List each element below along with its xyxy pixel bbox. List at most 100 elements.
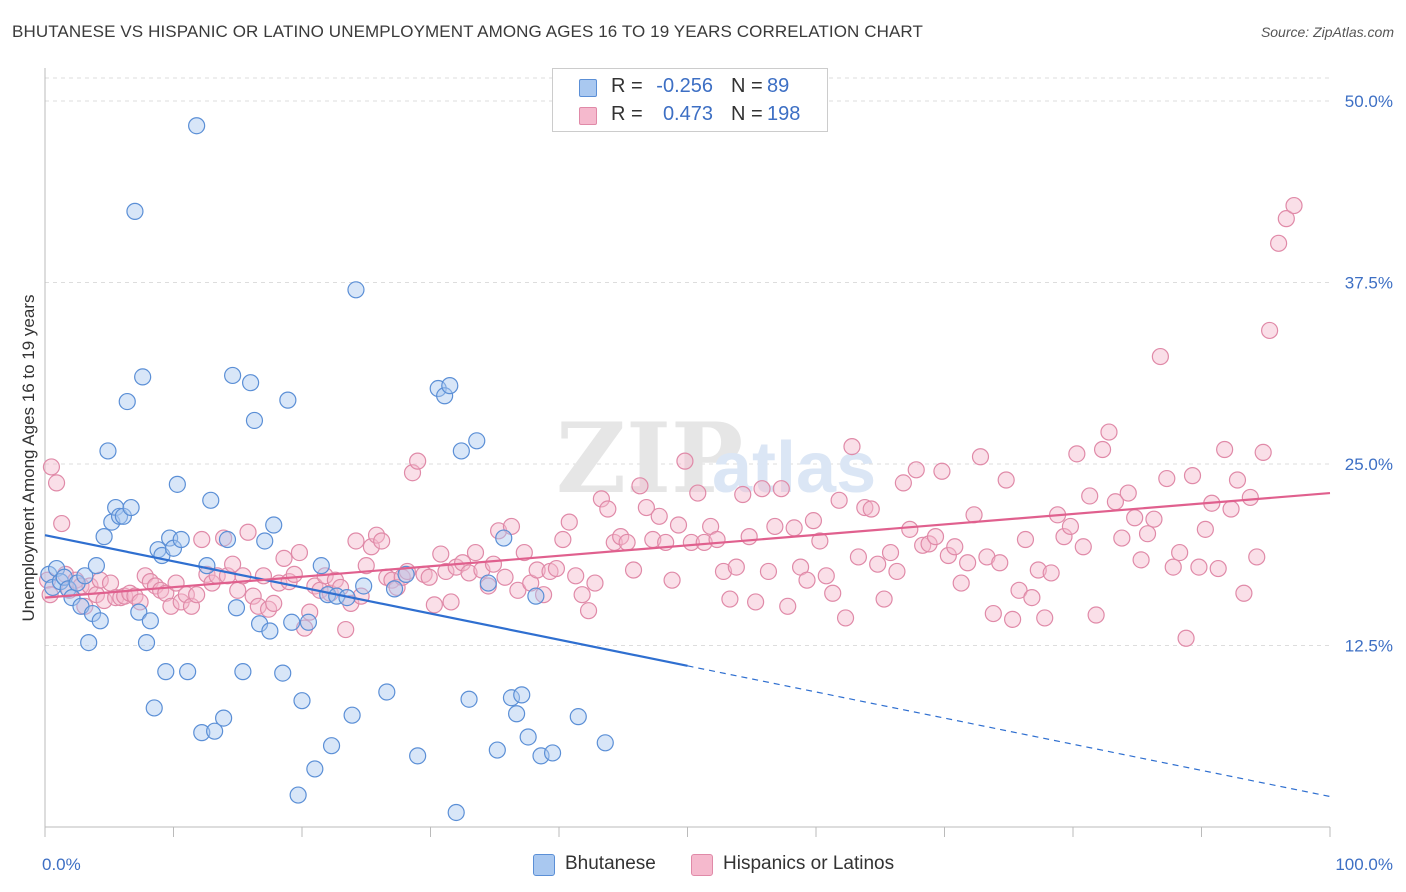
point-bhutanese	[569, 708, 587, 726]
point-bhutanese	[265, 516, 283, 534]
point-hispanics	[466, 543, 485, 562]
point-hispanics	[753, 480, 771, 498]
point-hispanics	[1029, 561, 1047, 579]
point-hispanics	[669, 516, 688, 534]
x-tick-label: 100.0%	[1335, 855, 1393, 874]
point-hispanics	[573, 586, 591, 604]
point-hispanics	[965, 506, 983, 524]
point-bhutanese	[283, 613, 301, 631]
point-bhutanese	[312, 557, 330, 575]
point-hispanics	[244, 587, 262, 605]
point-hispanics	[193, 530, 211, 549]
stats-n-label: N =	[731, 103, 763, 125]
point-bhutanese	[306, 760, 324, 778]
point-bhutanese	[80, 634, 98, 652]
point-hispanics	[152, 581, 170, 599]
point-bhutanese	[110, 507, 129, 525]
point-hispanics	[547, 559, 566, 578]
point-hispanics	[959, 554, 977, 572]
point-bhutanese	[519, 728, 537, 746]
point-hispanics	[933, 462, 951, 480]
point-hispanics	[631, 477, 649, 495]
point-hispanics	[1016, 530, 1035, 549]
point-hispanics	[586, 574, 604, 592]
point-hispanics	[1055, 528, 1073, 546]
y-tick-label: 25.0%	[1345, 455, 1393, 474]
point-hispanics	[676, 452, 694, 470]
point-hispanics	[496, 568, 514, 586]
point-bhutanese	[502, 689, 521, 707]
point-hispanics	[759, 562, 778, 581]
point-hispanics	[188, 586, 206, 604]
point-hispanics	[1248, 548, 1266, 566]
point-bhutanese	[234, 663, 252, 681]
point-hispanics	[824, 584, 842, 602]
trend-lines	[44, 491, 1331, 798]
point-hispanics	[290, 543, 309, 562]
point-hispanics	[1171, 543, 1189, 562]
point-hispanics	[1126, 509, 1144, 527]
point-hispanics	[275, 549, 293, 567]
y-axis-label: Unemployment Among Ages 16 to 19 years	[19, 295, 38, 622]
point-bhutanese	[95, 528, 113, 546]
point-bhutanese	[193, 724, 211, 742]
point-bhutanese	[87, 557, 106, 575]
point-hispanics	[1269, 234, 1288, 252]
point-bhutanese	[347, 281, 365, 299]
point-hispanics	[460, 564, 478, 582]
point-hispanics	[599, 500, 617, 518]
point-hispanics	[612, 528, 630, 546]
point-hispanics	[650, 507, 668, 525]
point-hispanics	[101, 574, 120, 592]
point-hispanics	[528, 561, 546, 579]
point-hispanics	[1023, 588, 1041, 607]
y-tick-label: 12.5%	[1345, 637, 1393, 656]
point-hispanics	[811, 532, 829, 550]
trend-line-hispanics	[44, 491, 1331, 599]
point-hispanics	[830, 491, 848, 509]
point-hispanics	[1119, 484, 1137, 502]
point-hispanics	[1004, 610, 1022, 628]
point-hispanics	[579, 602, 598, 620]
point-hispanics	[747, 593, 765, 611]
stats-swatch-hispanics	[579, 107, 597, 125]
point-hispanics	[779, 597, 797, 615]
point-hispanics	[425, 596, 443, 614]
point-bhutanese	[145, 699, 163, 717]
series-legend: Bhutanese Hispanics or Latinos	[0, 852, 1406, 878]
point-hispanics	[1209, 559, 1227, 578]
point-bhutanese	[172, 530, 190, 549]
point-hispanics	[1164, 558, 1182, 576]
point-hispanics	[1285, 196, 1303, 215]
point-hispanics	[1081, 487, 1099, 505]
legend-label-bhutanese: Bhutanese	[565, 853, 656, 874]
point-hispanics	[817, 567, 835, 585]
point-hispanics	[618, 533, 636, 552]
point-bhutanese	[118, 392, 136, 411]
point-bhutanese	[488, 741, 506, 759]
point-hispanics	[554, 530, 572, 549]
watermark-zip: ZIP	[556, 402, 743, 515]
point-bhutanese	[59, 580, 77, 598]
point-hispanics	[337, 620, 355, 639]
point-hispanics	[1151, 347, 1169, 366]
point-hispanics	[836, 609, 855, 627]
watermark-atlas: atlas	[712, 428, 876, 508]
stats-n-label: N =	[731, 75, 763, 97]
point-hispanics	[984, 604, 1002, 623]
point-hispanics	[1068, 445, 1086, 463]
x-tick-label: 0.0%	[42, 855, 81, 874]
point-hispanics	[1222, 500, 1240, 518]
point-hispanics	[894, 474, 912, 492]
point-bhutanese	[126, 202, 144, 220]
point-bhutanese	[447, 803, 465, 822]
point-hispanics	[875, 590, 893, 608]
point-hispanics	[357, 557, 375, 575]
trend-line-bhutanese-extension	[687, 665, 1331, 798]
point-bhutanese	[596, 734, 614, 752]
point-bhutanese	[134, 368, 152, 386]
point-hispanics	[1241, 488, 1259, 507]
point-hispanics	[1254, 443, 1272, 462]
chart-source: Source: ZipAtlas.com	[1260, 24, 1394, 40]
point-hispanics	[560, 513, 578, 531]
